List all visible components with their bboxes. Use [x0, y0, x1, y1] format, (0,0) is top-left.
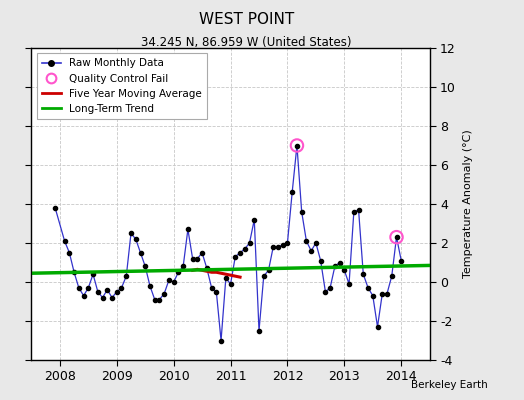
Text: Berkeley Earth: Berkeley Earth — [411, 380, 487, 390]
Y-axis label: Temperature Anomaly (°C): Temperature Anomaly (°C) — [463, 130, 473, 278]
Point — [392, 234, 401, 240]
Legend: Raw Monthly Data, Quality Control Fail, Five Year Moving Average, Long-Term Tren: Raw Monthly Data, Quality Control Fail, … — [37, 53, 207, 119]
Text: 34.245 N, 86.959 W (United States): 34.245 N, 86.959 W (United States) — [141, 36, 352, 49]
Point — [293, 142, 301, 149]
Text: WEST POINT: WEST POINT — [199, 12, 294, 27]
